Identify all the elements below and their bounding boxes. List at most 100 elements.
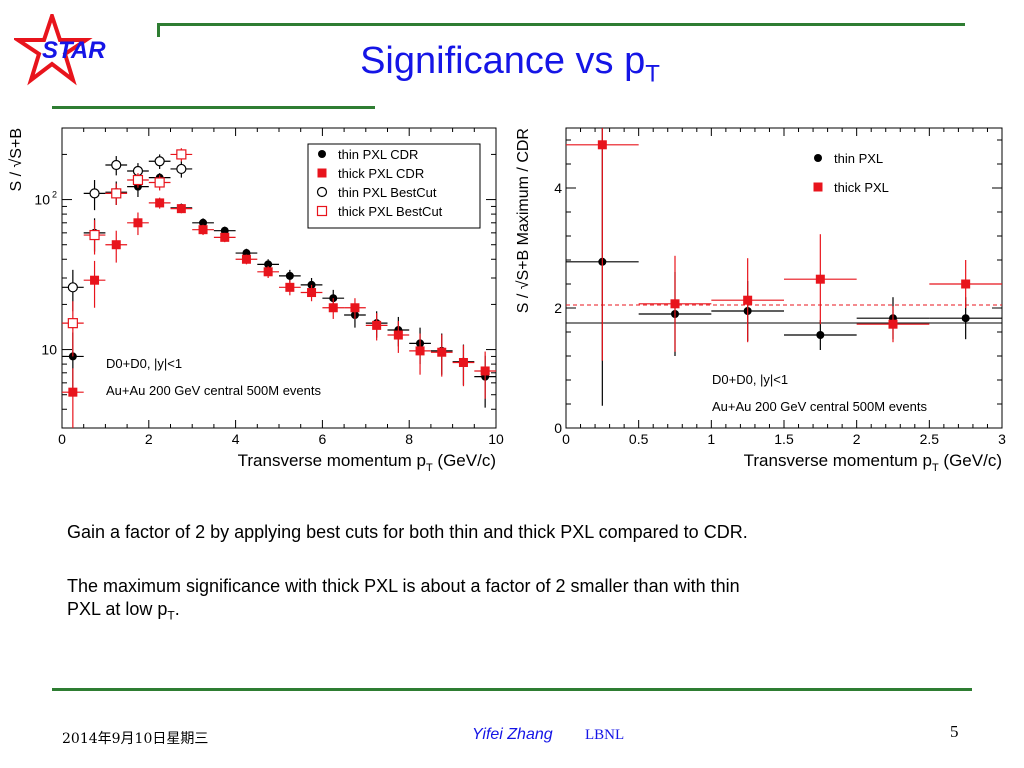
annotation-dataset: Au+Au 200 GeV central 500M events — [106, 383, 321, 398]
footer-date: 2014年9月10日星期三 — [62, 731, 209, 747]
data-point — [176, 204, 186, 214]
x-tick-label: 8 — [405, 431, 413, 447]
data-point — [154, 156, 165, 167]
data-point — [68, 387, 78, 397]
x-axis-title: Transverse momentum pT (GeV/c) — [744, 451, 1002, 474]
x-tick-label: 1.5 — [774, 431, 794, 447]
data-point — [155, 198, 165, 208]
data-point — [111, 159, 122, 171]
legend: thin PXL thick PXL — [813, 151, 889, 195]
top-rule-tick — [157, 23, 160, 37]
data-point — [307, 288, 317, 298]
data-point — [815, 274, 825, 284]
data-point — [154, 177, 165, 188]
data-point — [670, 299, 680, 309]
chart-significance-ratio: 0 0.5 1 1.5 2 2.5 3 0 2 4 Transverse momentum pT (… — [512, 118, 1012, 480]
x-tick-label: 0 — [562, 431, 570, 447]
data-point — [198, 225, 208, 235]
legend: thin PXL CDR thick PXL CDR thin PXL BestCu… — [307, 143, 481, 229]
y-tick-label: 10 — [34, 192, 50, 208]
legend-label: thick PXL BestCut — [338, 204, 443, 219]
data-point — [220, 226, 229, 235]
data-point — [328, 303, 338, 313]
legend-label: thin PXL CDR — [338, 147, 418, 162]
legend-label: thin PXL — [834, 151, 883, 166]
data-point — [67, 282, 78, 293]
y-tick-label: 4 — [554, 180, 562, 196]
body-text-2-end: . — [174, 599, 180, 619]
data-point — [437, 347, 447, 357]
data-point — [480, 366, 490, 376]
data-point — [415, 346, 425, 356]
series-thin-pxl — [566, 128, 1002, 406]
data-point — [597, 140, 607, 150]
data-point — [199, 218, 208, 227]
data-point — [816, 331, 825, 339]
legend-label: thick PXL CDR — [338, 166, 424, 181]
data-point — [220, 232, 230, 242]
x-tick-label: 4 — [232, 431, 240, 447]
top-rule — [157, 23, 965, 26]
data-point — [132, 174, 144, 186]
data-point — [458, 357, 468, 367]
data-point — [68, 352, 77, 361]
data-point — [888, 319, 898, 329]
y-axis-title: S / √S+B — [8, 128, 25, 191]
x-tick-label: 2 — [853, 431, 861, 447]
data-point — [961, 279, 971, 289]
x-tick-label: 1 — [707, 431, 715, 447]
left-rule — [52, 106, 375, 109]
annotation-decay: D0+D0, |y|<1 — [106, 356, 182, 371]
star-logo-text: STAR — [42, 37, 106, 64]
footer-institution: LBNL — [585, 727, 625, 743]
series-thick-pxl-bestcut — [62, 148, 193, 357]
annotation-decay: D0+D0, |y|<1 — [712, 372, 788, 387]
star-logo: STAR — [14, 14, 106, 86]
body-text-2b: PXL at low p — [67, 599, 168, 619]
x-tick-label: 3 — [998, 431, 1006, 447]
x-tick-label: 2 — [145, 431, 153, 447]
data-point — [372, 320, 382, 330]
data-point — [111, 188, 122, 199]
y-tick-label: 2 — [554, 300, 562, 316]
data-point — [89, 188, 100, 199]
data-point — [176, 149, 187, 160]
data-point — [90, 275, 100, 285]
annotation-dataset: Au+Au 200 GeV central 500M events — [712, 399, 927, 414]
y-tick-label-exponent: 2 — [52, 190, 57, 200]
legend-marker — [316, 186, 328, 198]
data-point — [264, 260, 273, 269]
legend-marker — [318, 150, 326, 158]
data-point — [329, 294, 338, 303]
legend-marker — [317, 168, 327, 178]
legend-box — [307, 143, 481, 229]
star-logo-shape — [14, 14, 93, 86]
body-text-1: Gain a factor of 2 by applying best cuts… — [67, 522, 748, 542]
data-point — [176, 163, 187, 175]
legend-label: thin PXL BestCut — [338, 185, 437, 200]
data-point — [67, 318, 78, 329]
page-number: 5 — [950, 722, 959, 741]
data-point — [743, 295, 753, 305]
series-thick-pxl-cdr — [62, 197, 496, 428]
data-point — [89, 229, 100, 241]
x-tick-label: 2.5 — [920, 431, 940, 447]
x-tick-label: 10 — [488, 431, 504, 447]
bottom-rule — [52, 688, 972, 691]
body-text-2a: The maximum significance with thick PXL … — [67, 576, 740, 596]
slide-title: Significance vs pT — [360, 40, 660, 88]
data-point — [241, 254, 251, 264]
data-point — [285, 271, 294, 280]
legend-marker — [316, 205, 328, 217]
legend-label: thick PXL — [834, 180, 889, 195]
x-tick-label: 0.5 — [629, 431, 649, 447]
data-point — [111, 240, 121, 250]
body-text-2-sub: T — [167, 608, 175, 623]
y-tick-label: 10 — [41, 342, 57, 358]
series-thin-pxl-bestcut — [62, 154, 193, 312]
x-tick-label: 0 — [58, 431, 66, 447]
x-axis-title: Transverse momentum pT (GeV/c) — [238, 451, 496, 474]
series-thick-pxl — [566, 128, 1002, 361]
legend-marker — [813, 182, 823, 192]
